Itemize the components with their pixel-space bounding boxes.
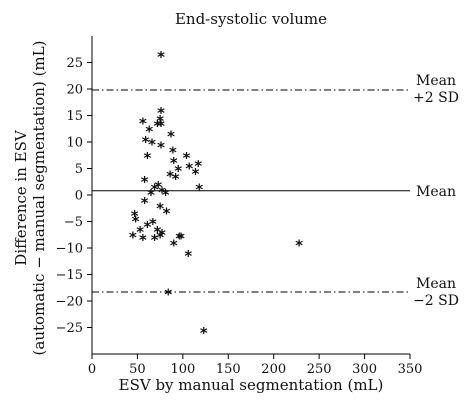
- data-point: *: [148, 215, 157, 233]
- lower-limit-label-line1: Mean: [416, 276, 456, 292]
- data-points: **** *** *** * ** ** * ** **** **** *** **** *** *** *…: [128, 48, 303, 342]
- data-point: *: [157, 48, 166, 66]
- data-point: *: [140, 173, 149, 191]
- y-tick-label: −25: [56, 321, 83, 336]
- data-point: *: [156, 112, 165, 130]
- y-tick-label: −10: [56, 242, 83, 257]
- data-point: *: [150, 231, 159, 249]
- data-point: *: [171, 170, 180, 188]
- data-point: *: [177, 229, 186, 247]
- x-tick-label: 0: [88, 362, 96, 377]
- data-point: *: [164, 286, 173, 304]
- x-tick-label: 200: [261, 362, 286, 377]
- data-point: *: [182, 149, 191, 167]
- y-tick-label: 0: [75, 189, 83, 204]
- data-point: *: [153, 117, 162, 135]
- y-tick-label: −15: [56, 268, 83, 283]
- x-ticks: 0 50 100 150 200 250 300 350: [88, 354, 423, 377]
- y-tick-label: 10: [66, 136, 83, 151]
- data-point: *: [154, 178, 163, 196]
- data-point: *: [157, 138, 166, 156]
- data-point: *: [161, 186, 170, 204]
- mean-label: Mean: [416, 184, 456, 200]
- data-point: *: [143, 149, 152, 167]
- data-point: *: [169, 154, 178, 172]
- data-point: *: [295, 236, 304, 254]
- data-point: *: [157, 104, 166, 122]
- data-point: *: [138, 114, 147, 132]
- data-point: *: [166, 167, 175, 185]
- data-point: *: [145, 122, 154, 140]
- data-point: *: [157, 226, 166, 244]
- data-point: *: [184, 247, 193, 265]
- data-point: *: [156, 199, 165, 217]
- data-point: *: [130, 207, 139, 225]
- data-point: *: [147, 186, 156, 204]
- data-point: *: [175, 229, 184, 247]
- data-point: *: [174, 162, 183, 180]
- data-point: *: [157, 117, 166, 135]
- x-tick-label: 250: [307, 362, 332, 377]
- data-point: *: [191, 165, 200, 183]
- x-tick-label: 100: [170, 362, 195, 377]
- y-tick-label: −20: [56, 295, 83, 310]
- data-point: *: [157, 183, 166, 201]
- annotations: Mean +2 SD Mean Mean −2 SD: [413, 73, 459, 309]
- y-ticks: 25 20 15 10 5 0 −5 −10 −15 −20 −25: [56, 56, 92, 336]
- data-point: *: [141, 133, 150, 151]
- lower-limit-label-line2: −2 SD: [413, 293, 459, 309]
- upper-limit-label-line2: +2 SD: [413, 90, 459, 106]
- data-point: *: [194, 157, 203, 175]
- y-tick-label: 15: [66, 109, 83, 124]
- data-point: *: [136, 223, 145, 241]
- x-tick-label: 50: [129, 362, 146, 377]
- data-point: *: [153, 223, 162, 241]
- data-point: *: [195, 181, 204, 199]
- data-point: *: [168, 144, 177, 162]
- data-point: *: [138, 231, 147, 249]
- x-tick-label: 300: [352, 362, 377, 377]
- reference-lines: [92, 89, 410, 293]
- y-tick-label: 5: [75, 162, 83, 177]
- x-axis-label: ESV by manual segmentation (mL): [119, 376, 384, 394]
- data-point: *: [167, 128, 176, 146]
- y-tick-label: −5: [64, 215, 83, 230]
- data-point: *: [143, 218, 152, 236]
- data-point: *: [169, 236, 178, 254]
- y-axis-label-line2: (automatic − manual segmentation) (mL): [30, 41, 48, 356]
- data-point: *: [131, 213, 140, 231]
- x-tick-label: 350: [398, 362, 423, 377]
- data-point: *: [162, 205, 171, 223]
- data-point: *: [199, 324, 208, 342]
- data-point: *: [150, 181, 159, 199]
- chart-title: End-systolic volume: [175, 10, 327, 28]
- data-point: *: [140, 194, 149, 212]
- y-tick-label: 20: [66, 83, 83, 98]
- upper-limit-label-line1: Mean: [416, 73, 456, 89]
- data-point: *: [147, 136, 156, 154]
- y-axis-label-line1: Difference in ESV: [12, 129, 30, 266]
- y-axis-label: Difference in ESV (automatic − manual se…: [12, 41, 48, 356]
- data-point: *: [185, 160, 194, 178]
- x-tick-label: 150: [216, 362, 241, 377]
- y-tick-label: 25: [66, 56, 83, 71]
- data-point: *: [128, 228, 137, 246]
- data-point: *: [156, 228, 165, 246]
